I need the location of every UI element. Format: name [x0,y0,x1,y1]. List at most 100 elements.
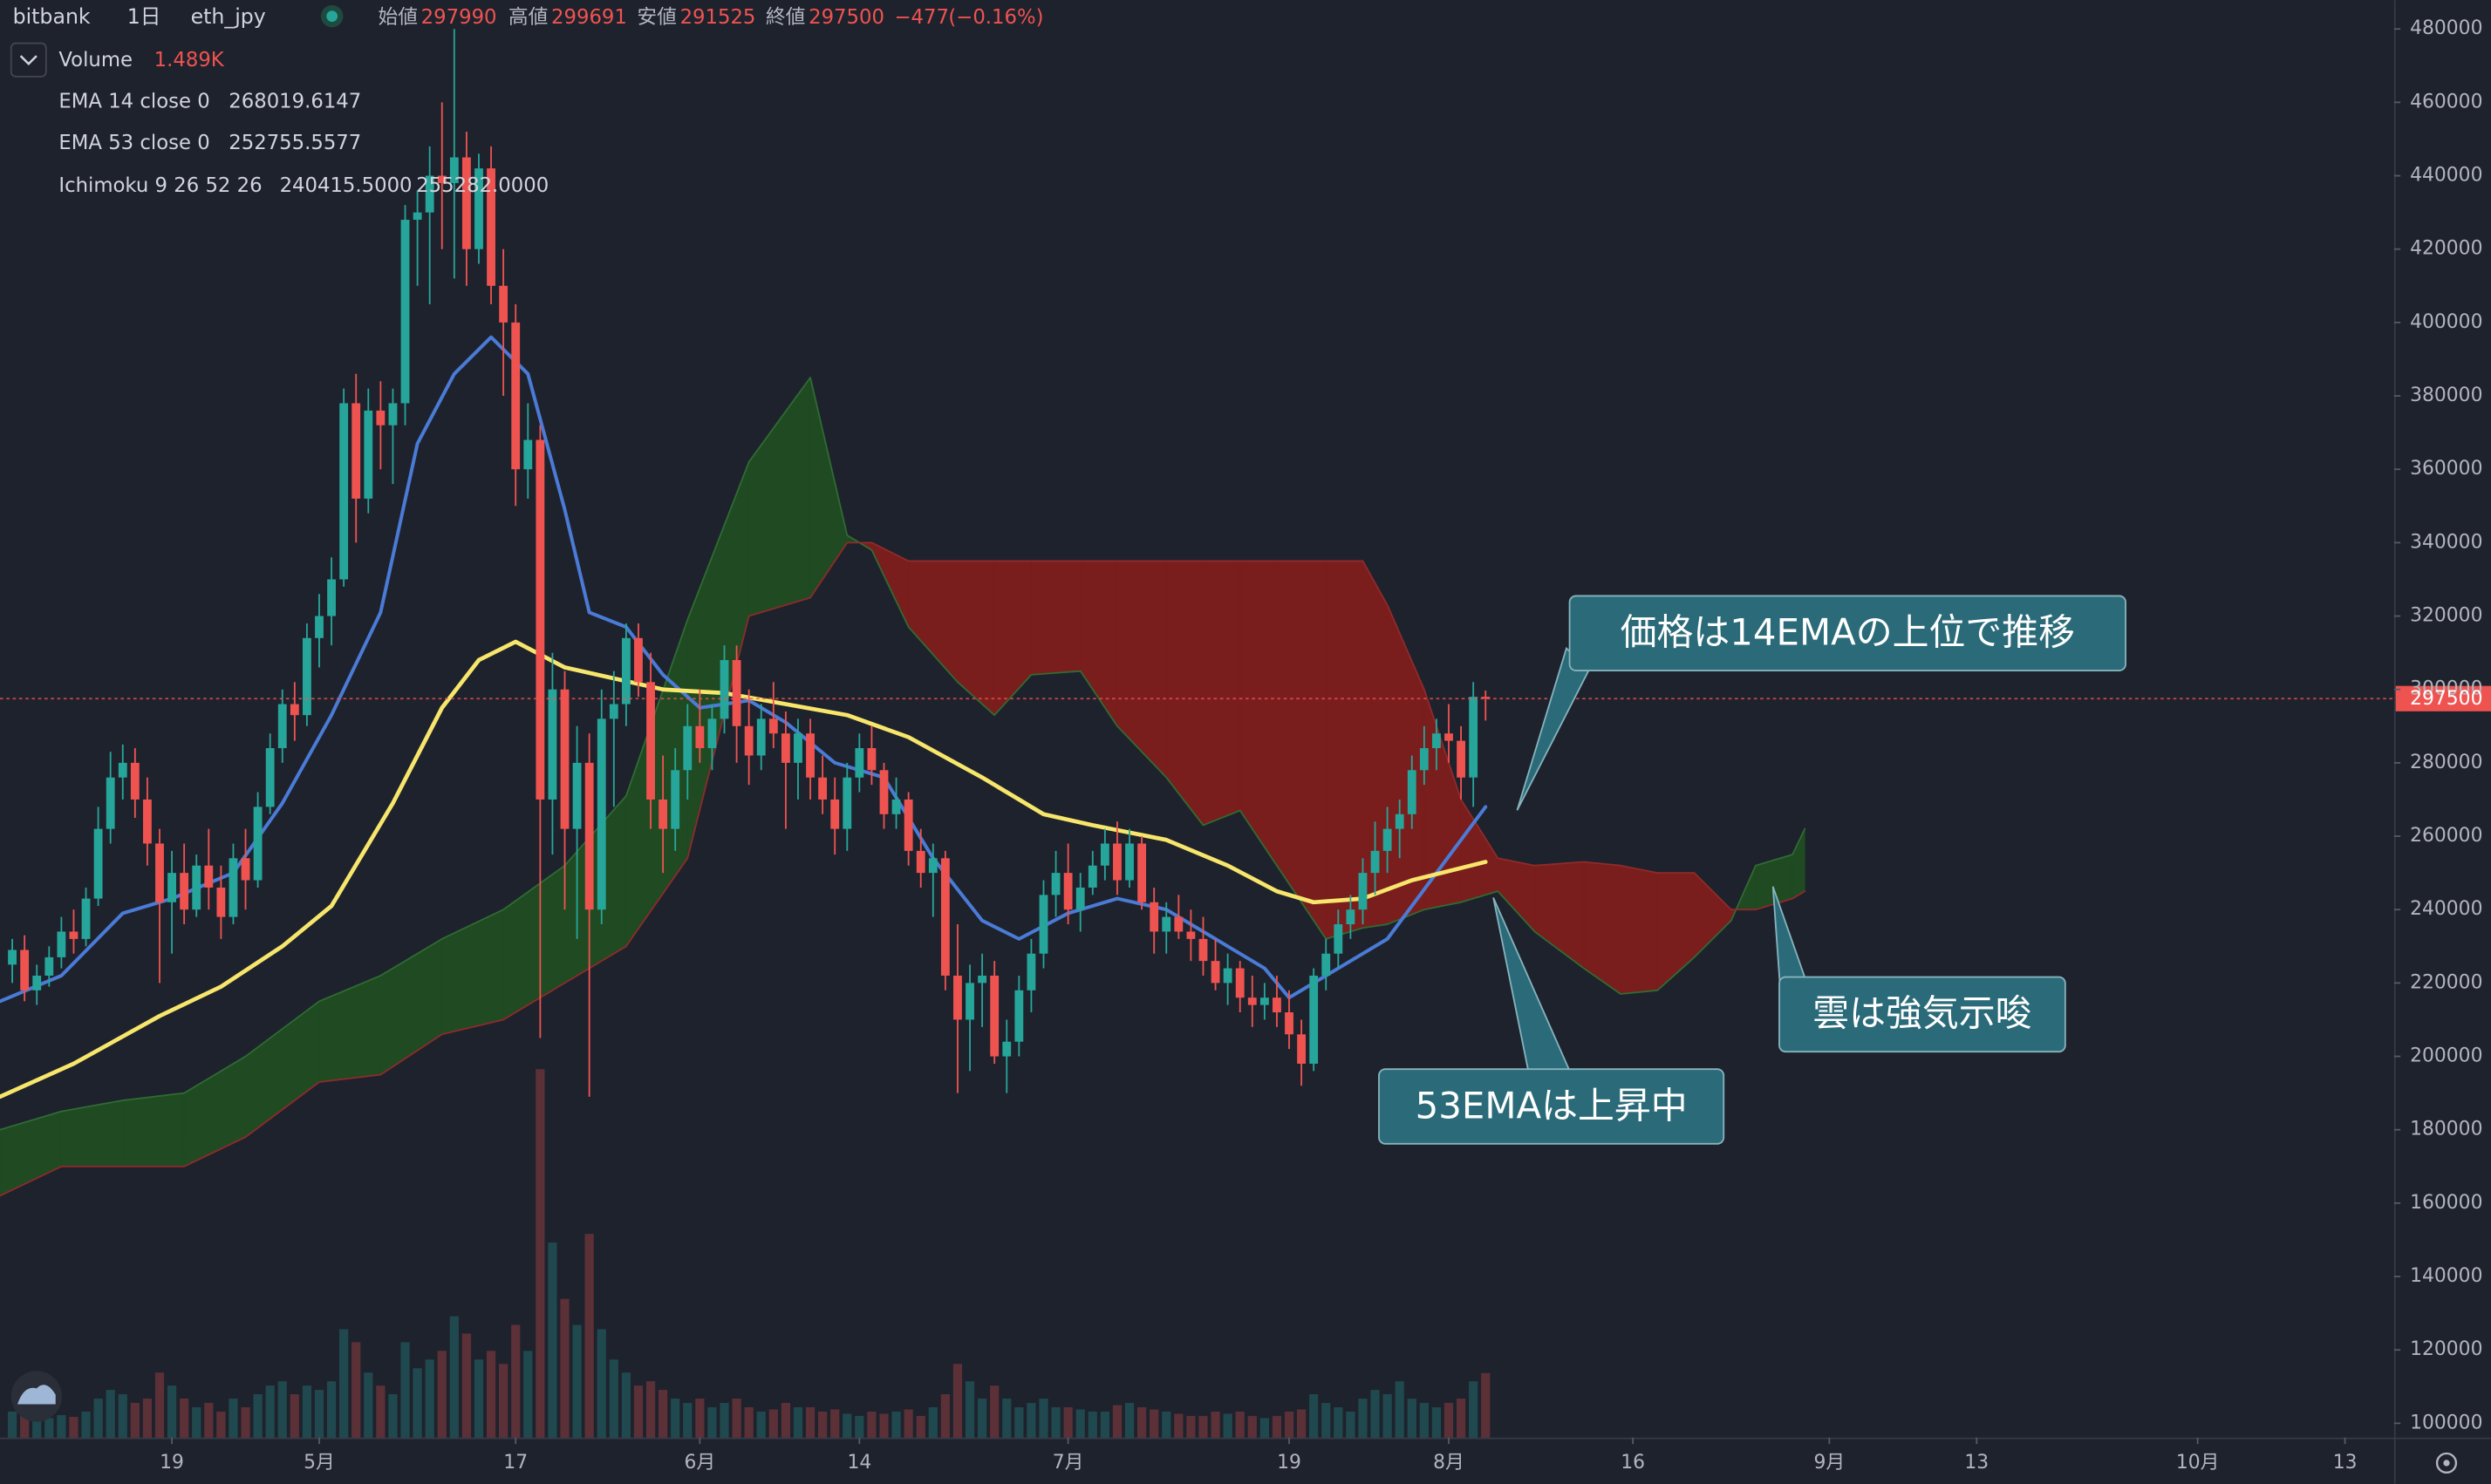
volume-bar [499,1364,508,1438]
candle-body [192,865,201,910]
volume-bar [364,1372,373,1438]
volume-bar [744,1406,754,1438]
ema53-value: 252755.5577 [229,132,361,154]
volume-bar [1259,1418,1269,1438]
candle-body [659,799,668,829]
volume-bar [1456,1399,1466,1438]
volume-bar [940,1394,950,1438]
candle-body [1051,873,1061,895]
candle-body [327,579,336,616]
volume-bar [1370,1390,1380,1438]
candle-body [867,748,877,771]
candle-body [609,704,618,719]
volume-bar [69,1416,78,1438]
volume-bar [1247,1415,1257,1438]
candle-body [1407,770,1416,814]
candle-body [315,616,324,638]
candle-body [830,799,840,829]
candle-body [1002,1041,1012,1057]
candle-body [106,777,115,829]
candle-body [560,689,570,829]
y-tick-label: 180000 [2410,1119,2482,1140]
volume-bar [965,1381,975,1438]
volume-bar [1112,1405,1123,1438]
volume-bar [1309,1394,1319,1438]
cloud-fill [122,1093,185,1167]
candle-body [461,157,471,249]
candle-body [695,725,705,749]
callout-text: 価格は14EMAの上位で推移 [1621,611,2075,654]
candle-body [1321,953,1331,976]
candle-body [1174,916,1184,932]
collapse-button[interactable] [10,42,47,78]
y-tick-label: 320000 [2410,605,2482,627]
span-b-line [0,541,1806,1197]
candle-body [1150,902,1159,932]
candle-body [1259,997,1269,1005]
candle-body [1444,733,1453,741]
volume-bar [916,1415,925,1438]
volume-bar [1431,1406,1442,1438]
volume-bar [523,1351,533,1438]
candle-body [204,865,214,888]
volume-bar [167,1385,177,1438]
x-tick-label: 14 [847,1452,871,1474]
x-tick-label: 17 [503,1452,528,1474]
candle-body [928,858,938,874]
volume-bar [277,1381,287,1438]
volume-bar [818,1411,828,1438]
candle-body [978,975,987,984]
candle-body [768,718,778,734]
volume-bar [781,1403,790,1438]
exchange: bitbank [13,4,91,29]
volume-bar [376,1385,386,1438]
cloud-fill [1030,560,1082,676]
volume-bar [241,1406,250,1438]
volume-bar [118,1394,127,1438]
candle-body [290,704,299,716]
cloud-fill [1203,560,1241,827]
volume-bar [437,1351,447,1438]
volume-bar [1150,1409,1159,1438]
volume-bar [978,1399,987,1438]
volume-bar [32,1419,42,1438]
volume-bar [990,1385,1000,1438]
candle-body [57,931,66,957]
y-tick-label: 280000 [2410,752,2482,773]
volume-bar [1014,1406,1024,1438]
candle-body [1358,873,1368,910]
chevron-icon [19,55,38,66]
y-tick-label: 300000 [2410,678,2482,700]
volume-bar [1346,1411,1355,1438]
candle-body [597,718,606,910]
volume-bar [756,1411,766,1438]
volume-bar [253,1394,263,1438]
volume-layer [7,1069,1491,1438]
candle-body [93,828,103,899]
volume-bar [879,1413,889,1438]
volume-bar [683,1403,693,1438]
candle-body [81,898,91,939]
settings-button[interactable] [2435,1452,2458,1474]
volume-bar [265,1385,275,1438]
volume-bar [1088,1411,1097,1438]
y-tick-label: 220000 [2410,971,2482,993]
volume-bar [351,1342,361,1438]
volume-bar [732,1399,741,1438]
y-tick-label: 340000 [2410,531,2482,553]
candle-body [818,777,828,800]
axes: 100000 120000 140000 160000 180000 200000 2200… [160,17,2491,1474]
ichimoku-cloud [0,376,1806,1197]
candle-body [167,873,176,902]
candle-body [511,322,521,470]
volume-bar [57,1414,66,1438]
callout-box [1568,595,2126,671]
volume-bar [793,1406,803,1438]
y-tick-label: 140000 [2410,1265,2482,1287]
volume-bar [1137,1406,1147,1438]
callout-box [1378,1068,1725,1145]
volume-bar [855,1415,864,1438]
volume-bar [1002,1399,1012,1438]
candle-body [1469,697,1478,778]
